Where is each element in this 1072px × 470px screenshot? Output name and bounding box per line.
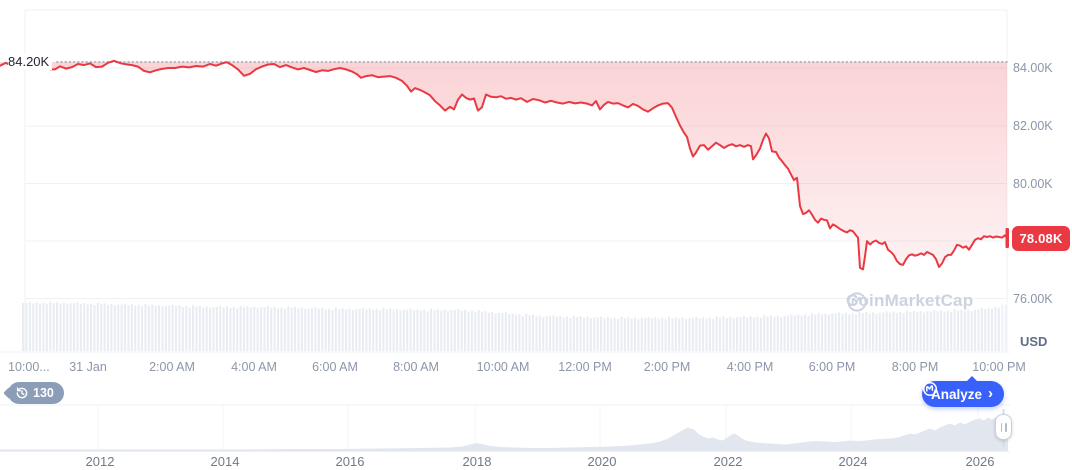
navigator-year-label: 2022 <box>713 454 743 469</box>
y-axis-label: 84.00K <box>1013 61 1053 75</box>
price-area-fill <box>0 60 1007 270</box>
x-axis-label: 10:00 AM <box>476 360 530 374</box>
x-axis-label: 10:00... <box>8 360 50 374</box>
currency-label[interactable]: USD <box>1020 334 1048 349</box>
y-axis-label: 76.00K <box>1013 291 1053 306</box>
open-price-label: 84.20K <box>8 54 53 70</box>
volume-bars <box>22 301 1007 352</box>
current-price-tick <box>1005 228 1009 248</box>
handle-grip-icon <box>1000 422 1002 432</box>
x-axis-label: 2:00 PM <box>643 360 691 374</box>
y-axis-label: 82.00K <box>1013 119 1053 133</box>
x-axis-label: 10:00 PM <box>972 360 1026 374</box>
navigator-year-label: 2020 <box>587 454 617 469</box>
navigator-year-label: 2018 <box>462 454 492 469</box>
handle-grip-icon <box>1005 422 1007 432</box>
coinmarketcap-logo-icon <box>922 381 938 397</box>
navigator-year-label: 2026 <box>965 454 995 469</box>
analyze-button[interactable]: Analyze › <box>922 376 1005 407</box>
coinmarketcap-logo-icon <box>847 292 867 312</box>
x-axis-label: 2:00 AM <box>149 360 195 374</box>
chevron-right-icon: › <box>988 385 994 402</box>
watermark-text: CoinMarketCap <box>846 291 974 310</box>
x-axis-label: 6:00 AM <box>312 360 358 374</box>
history-count: 130 <box>33 386 54 400</box>
navigator-year-label: 2014 <box>210 454 240 469</box>
x-axis-label: 8:00 PM <box>891 360 939 374</box>
navigator-year-label: 2012 <box>85 454 115 469</box>
x-axis-label: 4:00 PM <box>726 360 774 374</box>
navigator-handle[interactable] <box>995 414 1012 440</box>
analyze-label: Analyze <box>931 386 983 402</box>
history-badge[interactable]: 130 <box>3 382 64 404</box>
navigator-area[interactable] <box>0 417 1008 452</box>
x-axis-label: 12:00 PM <box>558 360 612 374</box>
x-axis-label: 31 Jan <box>69 360 107 374</box>
coinmarketcap-watermark: CoinMarketCap <box>846 291 974 312</box>
navigator-year-label: 2016 <box>335 454 365 469</box>
history-clock-icon <box>16 387 28 399</box>
y-axis-label: 80.00K <box>1013 176 1053 191</box>
current-price-badge: 78.08K <box>1012 226 1070 251</box>
x-axis-label: 8:00 AM <box>393 360 439 374</box>
price-line <box>0 59 1008 271</box>
x-axis-label: 6:00 PM <box>808 360 856 374</box>
x-axis-label: 4:00 AM <box>231 360 277 374</box>
navigator-year-label: 2024 <box>838 454 868 469</box>
